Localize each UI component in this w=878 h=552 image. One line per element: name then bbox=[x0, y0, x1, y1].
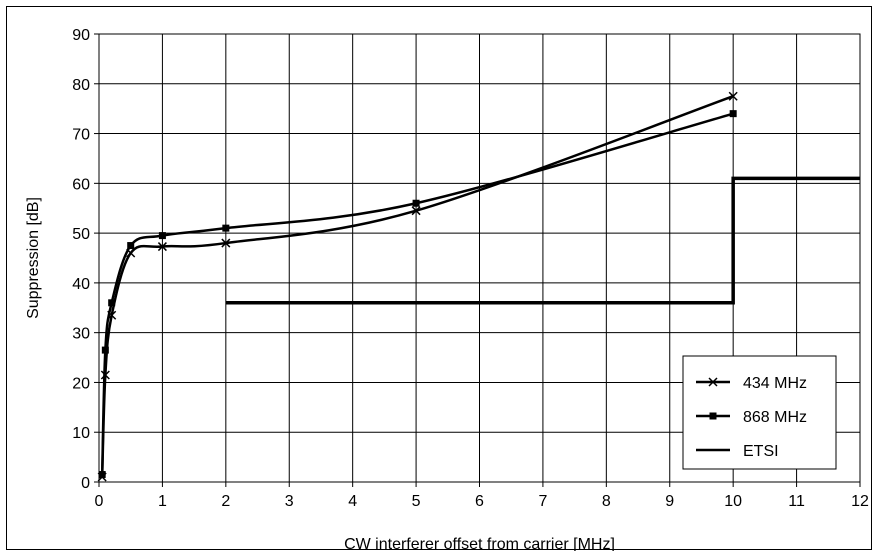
x-tick-label: 12 bbox=[851, 493, 869, 510]
legend-marker-434-mhz bbox=[708, 377, 718, 387]
x-marker-stroke bbox=[157, 242, 167, 252]
y-tick-label: 50 bbox=[72, 226, 90, 243]
y-tick-label: 70 bbox=[72, 127, 90, 144]
y-tick-label: 90 bbox=[72, 27, 90, 44]
x-tick-label: 11 bbox=[788, 493, 805, 510]
y-tick-label: 20 bbox=[72, 375, 90, 392]
x-tick-label: 5 bbox=[412, 493, 421, 510]
x-marker-stroke bbox=[411, 206, 421, 216]
legend-label-868-mhz: 868 MHz bbox=[743, 409, 807, 426]
data-point-868-mhz bbox=[222, 224, 230, 232]
x-tick-label: 0 bbox=[95, 493, 104, 510]
y-tick-label: 80 bbox=[72, 77, 90, 94]
data-point-868-mhz bbox=[412, 199, 420, 207]
legend: 434 MHz 868 MHz ETSI bbox=[682, 355, 837, 470]
series-line-etsi bbox=[225, 176, 860, 305]
data-point-434-mhz bbox=[411, 206, 421, 216]
legend-marker-868-mhz bbox=[709, 412, 717, 420]
x-tick-label: 8 bbox=[602, 493, 611, 510]
data-point-868-mhz bbox=[729, 110, 737, 118]
x-marker-stroke bbox=[126, 248, 136, 258]
x-marker-stroke bbox=[728, 91, 738, 101]
x-tick-label: 3 bbox=[285, 493, 294, 510]
x-axis-title: CW interferer offset from carrier [MHz] bbox=[344, 536, 615, 551]
legend-label-etsi: ETSI bbox=[743, 443, 779, 460]
y-tick-label: 40 bbox=[72, 276, 90, 293]
chart-frame: 0 10 20 30 40 50 60 70 80 90 0 1 2 3 4 5 6 7 8 9 10 11 12 Supp… bbox=[6, 6, 872, 551]
legend-label-434-mhz: 434 MHz bbox=[743, 375, 807, 392]
x-tick-label: 10 bbox=[724, 493, 742, 510]
data-point-868-mhz bbox=[108, 299, 116, 307]
y-axis-title: Suppression [dB] bbox=[25, 197, 42, 319]
data-point-868-mhz bbox=[101, 346, 109, 354]
y-tick-label: 60 bbox=[72, 176, 90, 193]
data-point-434-mhz bbox=[221, 238, 231, 248]
x-marker-stroke bbox=[221, 238, 231, 248]
x-tick-label: 1 bbox=[158, 493, 167, 510]
y-tick-label: 30 bbox=[72, 326, 90, 343]
series bbox=[97, 91, 860, 482]
data-point-868-mhz bbox=[127, 242, 135, 250]
x-marker-stroke bbox=[708, 377, 718, 387]
x-tick-label: 7 bbox=[538, 493, 547, 510]
x-tick-label: 4 bbox=[348, 493, 357, 510]
x-tick-label: 6 bbox=[475, 493, 484, 510]
data-point-868-mhz bbox=[98, 471, 106, 479]
data-point-434-mhz bbox=[157, 242, 167, 252]
x-tick-label: 2 bbox=[221, 493, 230, 510]
y-tick-label: 0 bbox=[81, 475, 90, 492]
data-point-434-mhz bbox=[728, 91, 738, 101]
series-line-868-mhz bbox=[100, 112, 734, 475]
y-tick-label: 10 bbox=[72, 425, 90, 442]
data-point-868-mhz bbox=[158, 232, 166, 240]
series-line-434-mhz bbox=[100, 95, 734, 478]
x-tick-label: 9 bbox=[665, 493, 674, 510]
